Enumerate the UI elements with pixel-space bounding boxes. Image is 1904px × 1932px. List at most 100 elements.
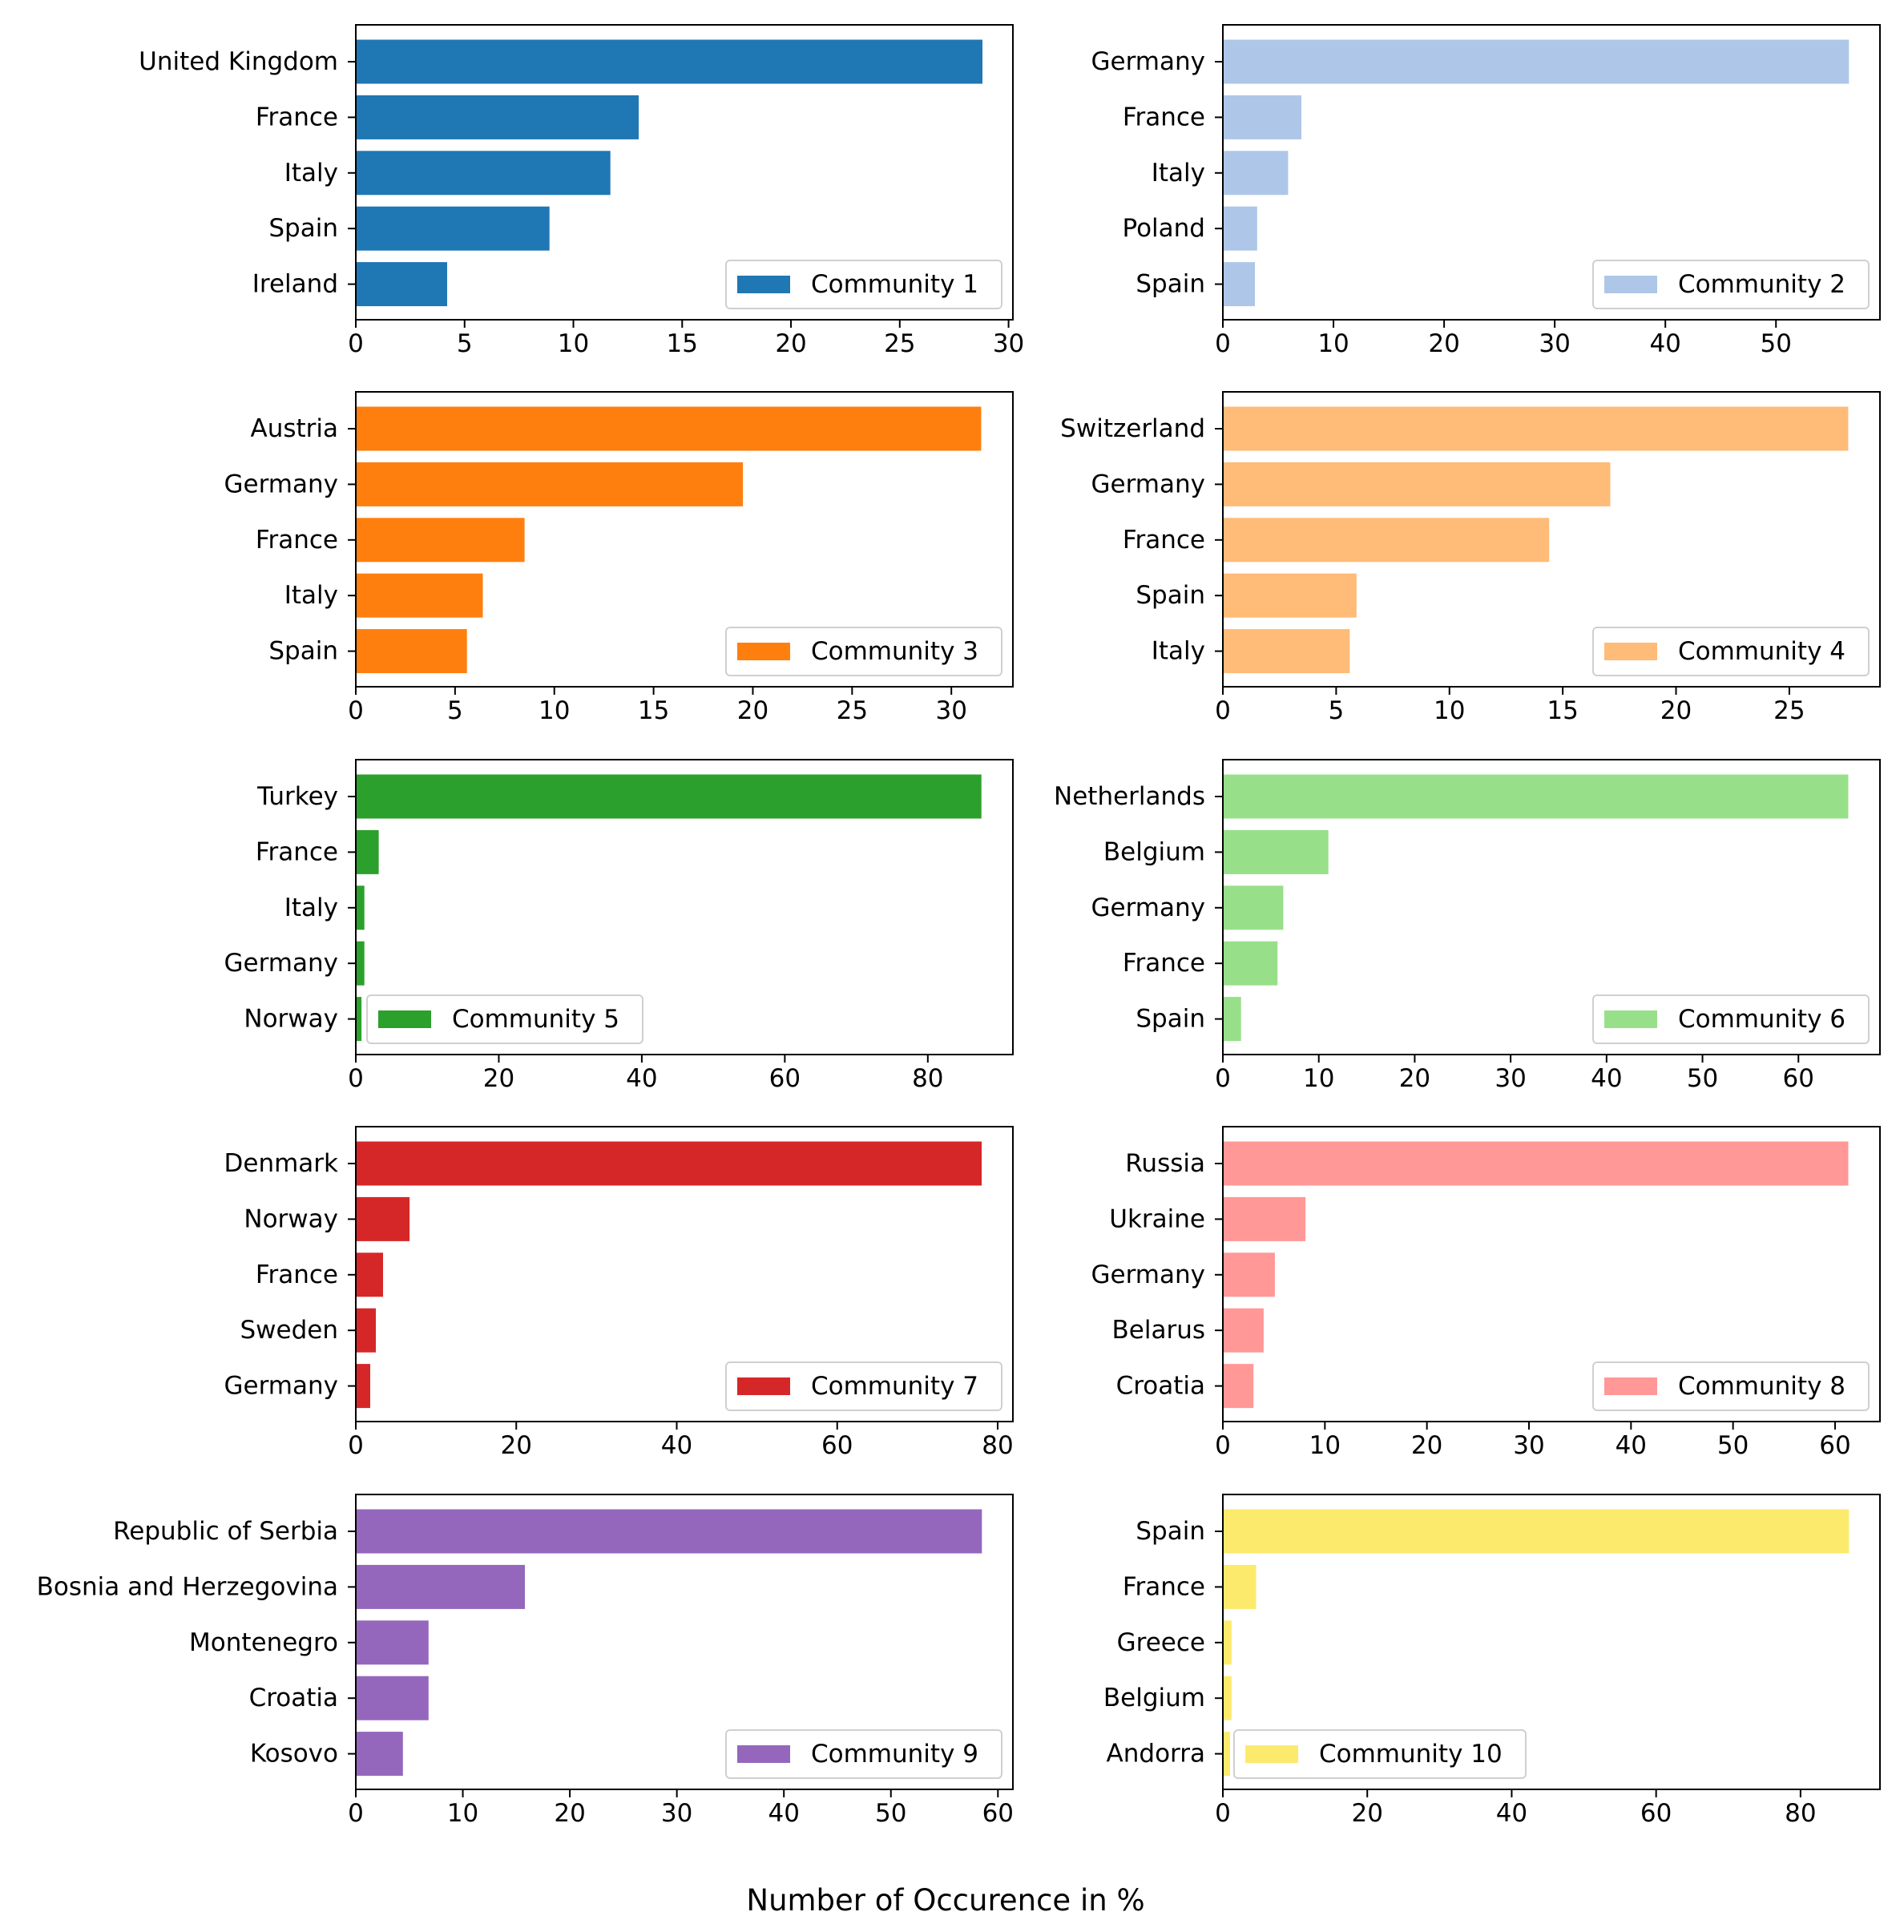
legend-swatch xyxy=(737,643,790,660)
x-tick-label: 20 xyxy=(1411,1431,1442,1460)
legend-label: Community 4 xyxy=(1678,637,1846,666)
bar-norway xyxy=(356,1196,410,1241)
y-tick-label: Republic of Serbia xyxy=(113,1517,338,1546)
legend-label: Community 3 xyxy=(811,637,978,666)
y-tick-label: Greece xyxy=(1117,1628,1205,1657)
legend-box xyxy=(1592,1361,1870,1411)
legend-box xyxy=(1592,627,1870,676)
y-tick-label: Ireland xyxy=(252,270,338,299)
bar-italy xyxy=(356,885,365,930)
x-tick-label: 30 xyxy=(1539,329,1570,358)
y-tick-label: Spain xyxy=(1136,1517,1205,1546)
bar-france xyxy=(1223,1564,1257,1609)
y-tick-label: Sweden xyxy=(240,1316,338,1345)
y-tick-label: France xyxy=(256,526,338,555)
bar-spain xyxy=(1223,262,1255,307)
legend-label: Community 2 xyxy=(1678,270,1846,299)
bar-germany xyxy=(356,462,744,506)
axes-frame xyxy=(1222,24,1881,321)
legend: Community 7 xyxy=(725,1361,1002,1411)
y-tick-label: Austria xyxy=(250,414,338,443)
x-axis-label: Number of Occurence in % xyxy=(746,1883,1144,1918)
x-tick-label: 40 xyxy=(1496,1799,1527,1828)
x-tick-label: 0 xyxy=(1215,696,1231,725)
x-tick-label: 10 xyxy=(539,696,570,725)
x-tick-label: 20 xyxy=(737,696,768,725)
axes-frame xyxy=(1222,759,1881,1055)
legend-swatch xyxy=(1604,1010,1657,1028)
x-tick-label: 10 xyxy=(1309,1431,1341,1460)
bar-switzerland xyxy=(1223,406,1849,451)
legend-swatch xyxy=(1604,1377,1657,1395)
axes-frame xyxy=(355,1126,1014,1422)
y-tick-label: Denmark xyxy=(224,1149,339,1178)
legend: Community 5 xyxy=(366,994,643,1044)
x-tick-label: 20 xyxy=(1351,1799,1382,1828)
legend-box xyxy=(1592,260,1870,309)
bar-austria xyxy=(356,406,982,451)
bar-france xyxy=(1223,95,1301,139)
bar-croatia xyxy=(1223,1364,1254,1409)
x-tick-label: 5 xyxy=(1329,696,1345,725)
legend-label: Community 6 xyxy=(1678,1005,1846,1034)
bar-turkey xyxy=(356,774,982,819)
x-tick-label: 60 xyxy=(821,1431,853,1460)
y-tick-label: Germany xyxy=(1091,893,1205,922)
axes-frame xyxy=(1222,1494,1881,1790)
legend-box xyxy=(366,994,643,1044)
x-tick-label: 40 xyxy=(1649,329,1680,358)
y-tick-label: Germany xyxy=(1091,47,1205,76)
x-tick-label: 10 xyxy=(558,329,589,358)
x-tick-label: 0 xyxy=(1215,1064,1231,1093)
chart-community-2: Germany France Italy Poland Spain 0 10 20 30 40 50… xyxy=(1091,24,1881,358)
y-tick-label: Italy xyxy=(284,159,338,188)
y-tick-label: Spain xyxy=(1136,270,1205,299)
y-tick-label: Spain xyxy=(1136,1005,1205,1034)
bar-spain xyxy=(1223,1509,1850,1554)
legend-swatch xyxy=(737,276,790,293)
y-tick-label: Switzerland xyxy=(1060,414,1205,443)
bar-sweden xyxy=(356,1308,376,1353)
x-tick-label: 0 xyxy=(348,1431,364,1460)
x-tick-label: 50 xyxy=(1687,1064,1718,1093)
legend-swatch xyxy=(737,1745,790,1763)
x-tick-label: 80 xyxy=(1785,1799,1816,1828)
y-tick-label: Germany xyxy=(1091,1260,1205,1289)
axes-frame xyxy=(355,759,1014,1055)
x-tick-label: 50 xyxy=(1717,1431,1749,1460)
y-tick-label: Ukraine xyxy=(1109,1204,1205,1233)
legend: Community 10 xyxy=(1233,1729,1527,1779)
legend-box xyxy=(725,260,1002,309)
x-tick-label: 0 xyxy=(348,329,364,358)
axes-frame xyxy=(355,391,1014,688)
x-tick-label: 40 xyxy=(661,1431,692,1460)
y-tick-label: Belgium xyxy=(1103,837,1205,866)
bar-spain xyxy=(1223,997,1241,1042)
y-tick-label: Norway xyxy=(244,1005,338,1034)
y-tick-label: Belarus xyxy=(1112,1316,1206,1345)
chart-community-8: Russia Ukraine Germany Belarus Croatia 0 10 20 3… xyxy=(1091,1126,1881,1460)
x-tick-label: 40 xyxy=(626,1064,657,1093)
y-tick-label: Italy xyxy=(284,581,338,610)
x-tick-label: 15 xyxy=(667,329,698,358)
bar-spain xyxy=(1223,573,1357,618)
x-tick-label: 0 xyxy=(348,696,364,725)
x-tick-label: 5 xyxy=(457,329,473,358)
x-tick-label: 15 xyxy=(1547,696,1578,725)
legend: Community 8 xyxy=(1592,1361,1870,1411)
x-tick-label: 10 xyxy=(1303,1064,1334,1093)
x-tick-label: 80 xyxy=(912,1064,943,1093)
legend-box xyxy=(725,1729,1002,1779)
x-tick-label: 15 xyxy=(638,696,669,725)
bar-spain xyxy=(356,206,550,251)
x-tick-label: 0 xyxy=(348,1064,364,1093)
y-tick-label: Belgium xyxy=(1103,1684,1205,1712)
x-tick-label: 20 xyxy=(483,1064,514,1093)
bar-france xyxy=(356,829,379,874)
legend: Community 1 xyxy=(725,260,1002,309)
chart-community-10: Spain France Greece Belgium Andorra 0 20 40 60 80… xyxy=(1103,1494,1881,1828)
chart-community-5: Turkey France Italy Germany Norway 0 20 40 60 80 C… xyxy=(224,759,1014,1093)
legend-box xyxy=(725,627,1002,676)
y-tick-label: France xyxy=(256,103,338,131)
y-tick-label: Croatia xyxy=(249,1684,338,1712)
